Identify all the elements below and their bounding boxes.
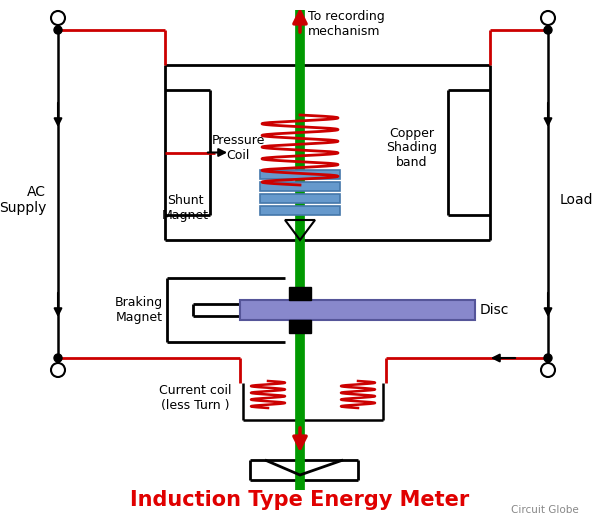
Circle shape: [541, 11, 555, 25]
Text: AC
Supply: AC Supply: [0, 185, 46, 215]
Bar: [260, 206, 340, 215]
Text: Current coil
(less Turn ): Current coil (less Turn ): [159, 384, 231, 412]
Circle shape: [54, 26, 62, 34]
Bar: [260, 194, 340, 203]
Circle shape: [54, 354, 62, 362]
Text: Shunt
Magnet: Shunt Magnet: [161, 194, 209, 222]
Text: Load: Load: [560, 193, 593, 207]
Circle shape: [544, 354, 552, 362]
Bar: [289, 320, 311, 333]
Circle shape: [544, 26, 552, 34]
Bar: [289, 287, 311, 300]
Bar: [260, 182, 340, 191]
Bar: [240, 300, 475, 320]
Text: Circuit Globe: Circuit Globe: [511, 505, 579, 515]
Text: Braking
Magnet: Braking Magnet: [115, 296, 163, 324]
Text: Induction Type Energy Meter: Induction Type Energy Meter: [130, 490, 470, 510]
Circle shape: [51, 11, 65, 25]
Circle shape: [51, 363, 65, 377]
Text: Disc: Disc: [480, 303, 509, 317]
Bar: [260, 170, 340, 179]
Circle shape: [541, 363, 555, 377]
Text: To recording
mechanism: To recording mechanism: [308, 10, 385, 38]
Text: Pressure
Coil: Pressure Coil: [211, 134, 265, 162]
Text: Copper
Shading
band: Copper Shading band: [386, 126, 437, 169]
